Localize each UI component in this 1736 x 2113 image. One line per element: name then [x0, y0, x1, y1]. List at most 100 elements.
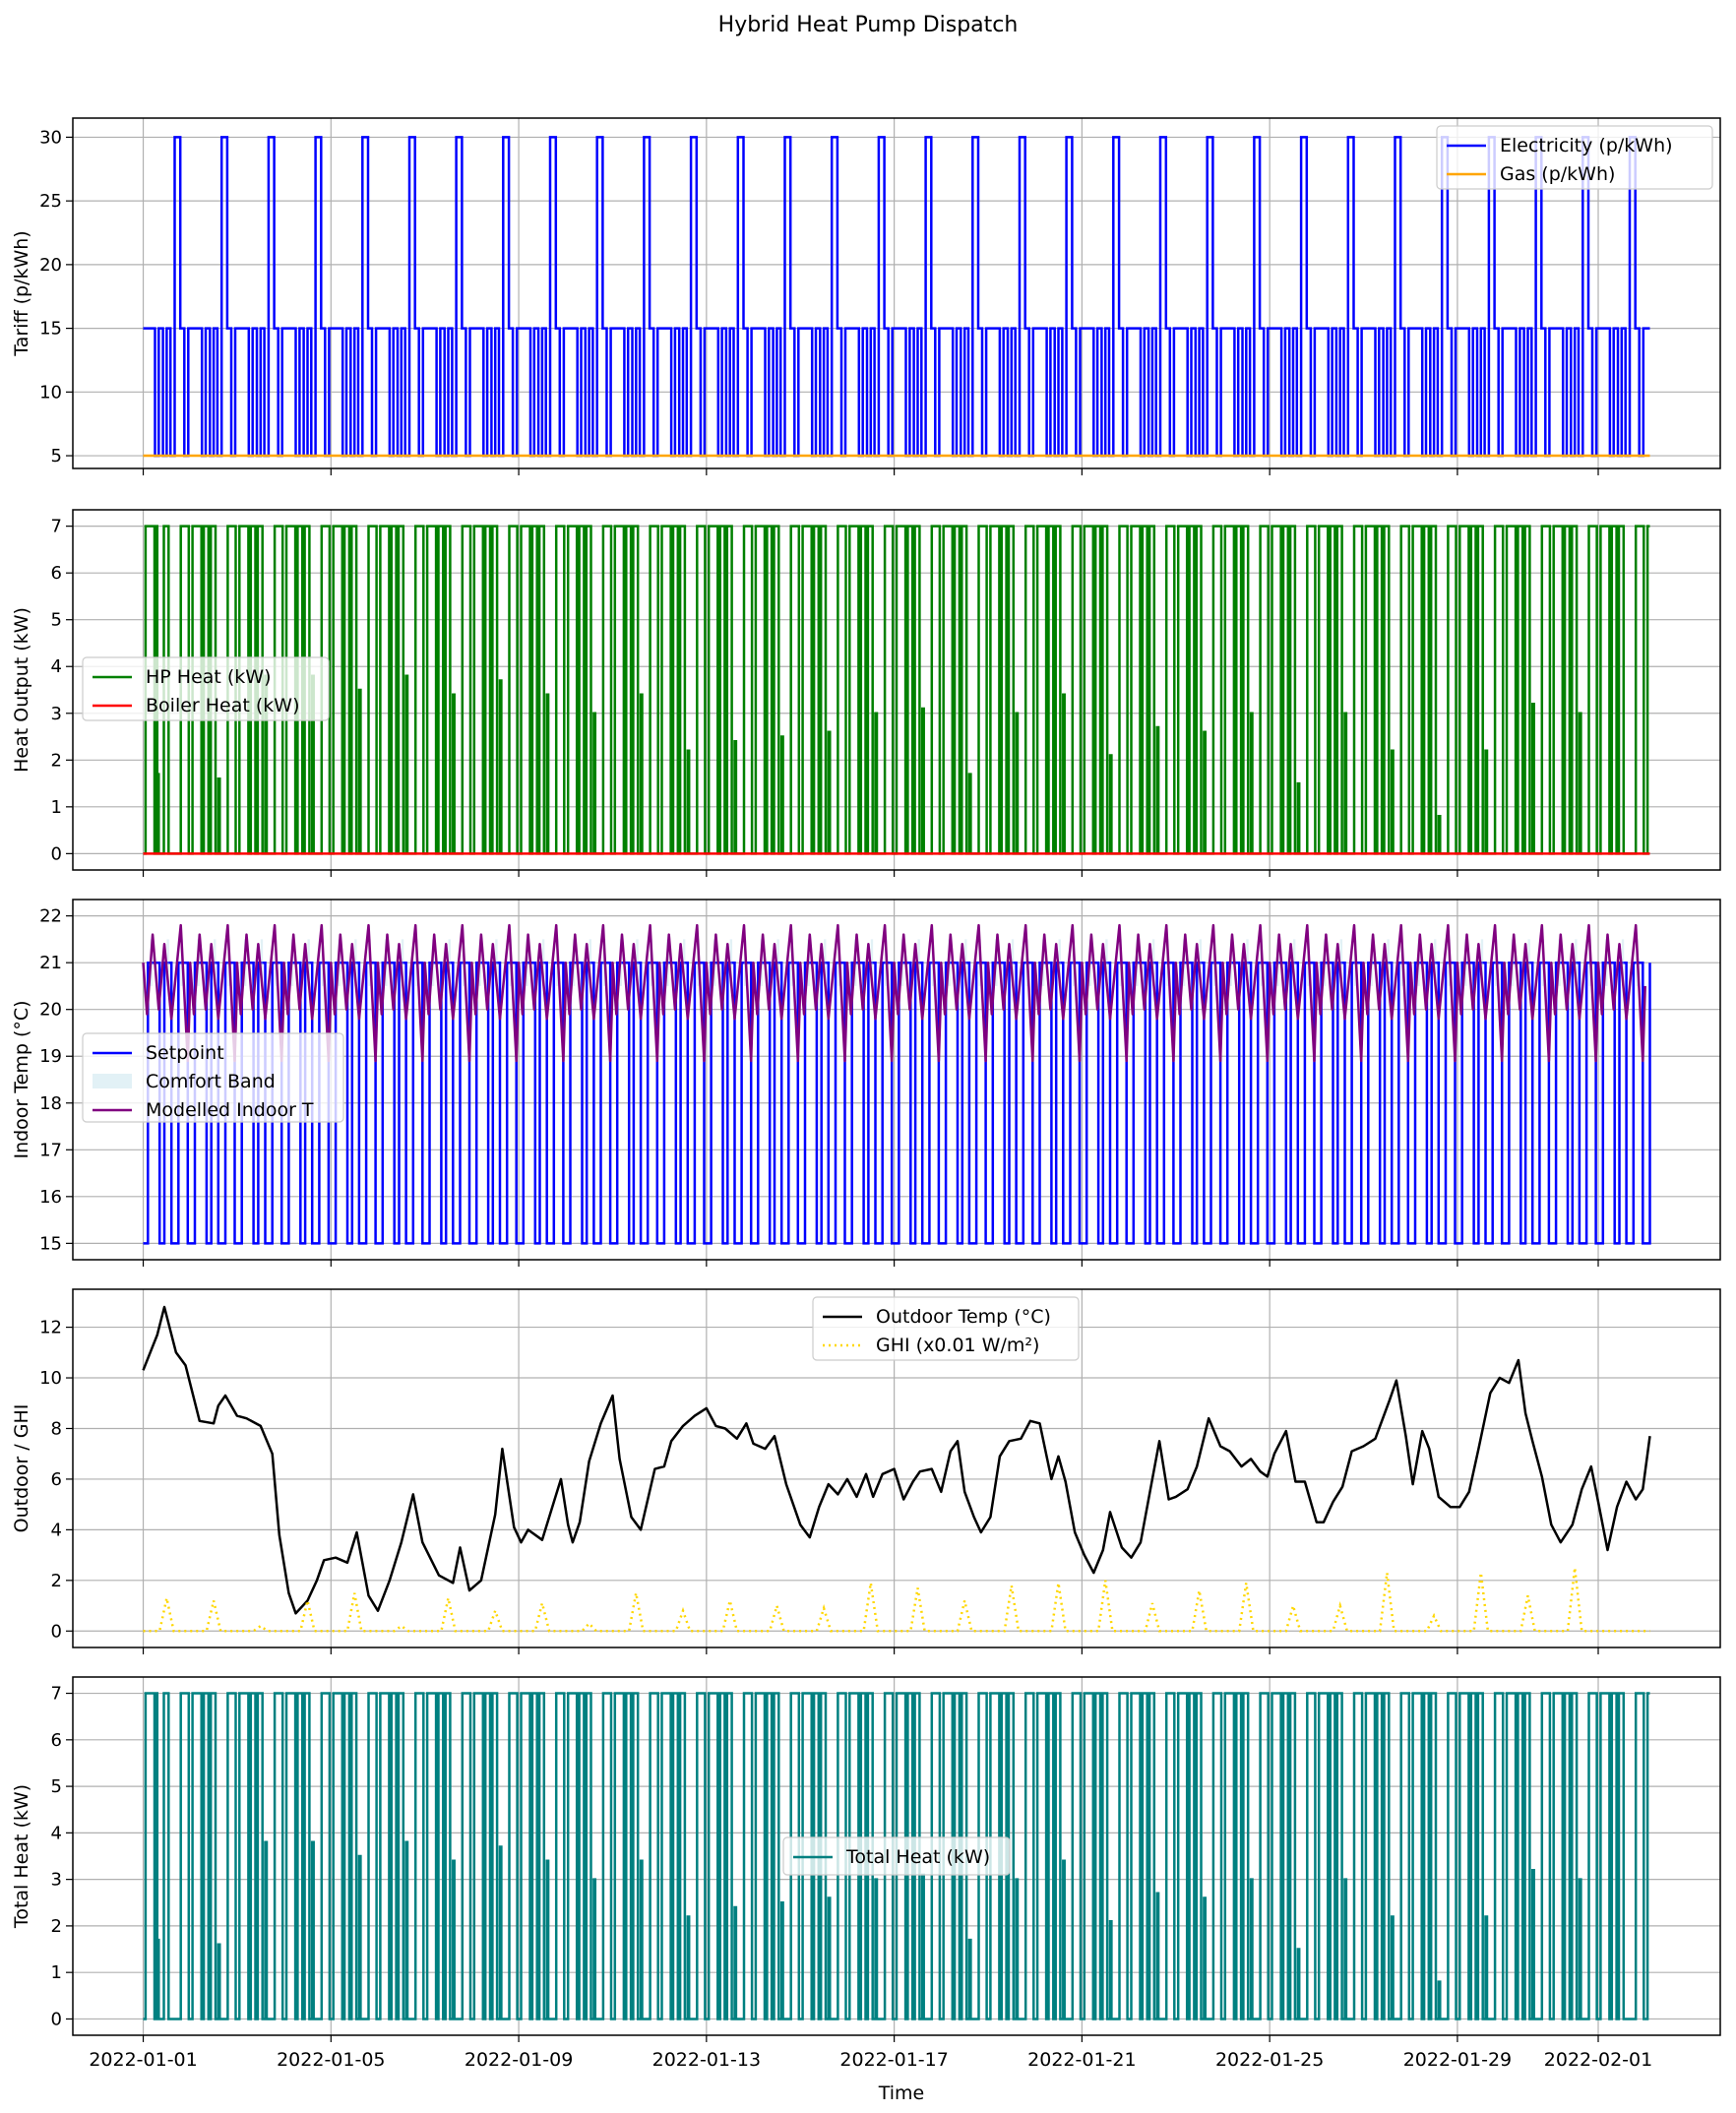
series-ghi-x0-01-w-m [143, 1567, 1650, 1633]
series-comfort-band [1105, 939, 1108, 986]
legend-label: Electricity (p/kWh) [1500, 135, 1673, 156]
y-tick-label: 6 [51, 1730, 62, 1751]
series-comfort-band [1527, 939, 1530, 986]
y-tick-label: 22 [39, 906, 62, 927]
y-tick-label: 4 [51, 656, 62, 677]
legend-box [1436, 125, 1713, 190]
legend-label: Total Heat (kW) [845, 1846, 990, 1868]
legend-label: Comfort Band [146, 1071, 276, 1092]
y-tick-label: 20 [39, 255, 62, 276]
series-comfort-band [166, 939, 169, 986]
axes-frame [72, 899, 1721, 1261]
legend-label: Setpoint [146, 1042, 224, 1064]
y-tick-label: 25 [39, 191, 62, 212]
y-tick-label: 30 [39, 127, 62, 148]
y-tick-label: 0 [51, 2009, 62, 2029]
series-comfort-band [1011, 939, 1015, 986]
axes-frame [72, 117, 1721, 469]
y-tick-label: 3 [51, 1870, 62, 1891]
series-comfort-band [636, 939, 639, 986]
y-tick-label: 6 [51, 563, 62, 584]
series-comfort-band [1199, 939, 1202, 986]
series-comfort-band [1058, 939, 1061, 986]
y-axis-label: Heat Output (kW) [11, 607, 32, 773]
series-comfort-band [354, 939, 357, 986]
plot-area [143, 1692, 1650, 2020]
series-comfort-band [1621, 939, 1625, 986]
y-tick-label: 7 [51, 517, 62, 537]
series-comfort-band [1293, 939, 1296, 986]
y-tick-label: 4 [51, 1520, 62, 1540]
series-electricity-p-kwh [143, 136, 1650, 458]
y-tick-label: 2 [51, 1916, 62, 1937]
x-tick-label: 2022-01-05 [277, 2049, 385, 2071]
series-comfort-band [776, 939, 779, 986]
legend-label: Modelled Indoor T [146, 1099, 314, 1121]
x-tick-label: 2022-01-13 [652, 2049, 761, 2071]
chart-panel-4: 0 2 4 6 8 10 12 Outdoor / GHI Outdoor Temp (°C) G… [11, 1288, 1721, 1654]
y-axis-label: Tariff (p/kWh) [11, 230, 32, 356]
series-comfort-band [541, 939, 545, 986]
series-comfort-band [729, 939, 733, 986]
series-comfort-band [683, 939, 686, 986]
y-tick-label: 18 [39, 1093, 62, 1114]
x-tick-label: 2022-01-01 [89, 2049, 197, 2071]
x-axis-label: Time [878, 2082, 925, 2104]
x-tick-label: 2022-01-29 [1403, 2049, 1512, 2071]
y-tick-label: 1 [51, 797, 62, 818]
y-tick-label: 15 [39, 319, 62, 340]
x-tick-label: 2022-01-21 [1027, 2049, 1136, 2071]
series-comfort-band [214, 939, 217, 986]
series-comfort-band [260, 939, 264, 986]
figure-title: Hybrid Heat Pump Dispatch [718, 13, 1019, 37]
y-axis-label: Total Heat (kW) [11, 1784, 32, 1929]
y-tick-label: 6 [51, 1469, 62, 1490]
legend-box [782, 1836, 1011, 1876]
series-comfort-band [1387, 939, 1390, 986]
series-comfort-band [824, 939, 827, 986]
legend-label: HP Heat (kW) [146, 666, 272, 688]
series-comfort-band [1575, 939, 1578, 986]
y-tick-label: 5 [51, 610, 62, 631]
y-tick-label: 4 [51, 1823, 62, 1843]
y-tick-label: 16 [39, 1187, 62, 1208]
axes-frame [72, 509, 1721, 871]
series-comfort-band [1246, 939, 1249, 986]
legend-label: Boiler Heat (kW) [146, 695, 299, 716]
legend-label: GHI (x0.01 W/m²) [876, 1335, 1039, 1356]
legend-box [812, 1296, 1080, 1361]
series-comfort-band [917, 939, 920, 986]
plot-area [142, 923, 1651, 1245]
y-tick-label: 0 [51, 843, 62, 864]
series-comfort-band [1151, 939, 1155, 986]
series-modelled-indoor-t [142, 923, 1646, 1063]
y-tick-label: 20 [39, 1000, 62, 1021]
y-tick-label: 5 [51, 1776, 62, 1797]
x-tick-label: 2022-01-17 [839, 2049, 948, 2071]
series-comfort-band [589, 939, 591, 986]
plot-area [142, 1305, 1651, 1633]
y-axis-label: Indoor Temp (°C) [11, 1000, 32, 1158]
series-outdoor-temp-c [142, 1305, 1651, 1615]
y-tick-label: 17 [39, 1140, 62, 1160]
x-tick-label: 2022-02-01 [1544, 2049, 1652, 2071]
y-tick-label: 0 [51, 1621, 62, 1642]
chart-panel-1: 5 10 15 20 25 30 Tariff (p/kWh) Electricity (p/… [11, 117, 1721, 475]
plot-area [143, 136, 1650, 458]
y-tick-label: 2 [51, 750, 62, 771]
y-tick-label: 5 [51, 446, 62, 466]
y-tick-label: 21 [39, 953, 62, 973]
y-tick-label: 3 [51, 704, 62, 724]
series-comfort-band [448, 939, 451, 986]
series-comfort-band [495, 939, 498, 986]
chart-panel-2: 0 1 2 3 4 5 6 7 Heat Output (kW) HP Heat (kW) Boil… [11, 509, 1721, 877]
y-tick-label: 10 [39, 1368, 62, 1389]
plot-area [143, 525, 1650, 855]
series-comfort-band [1480, 939, 1484, 986]
legend-box [82, 656, 330, 721]
y-tick-label: 12 [39, 1318, 62, 1338]
chart-panel-5: 0 1 2 3 4 5 6 7 Total Heat (kW) Total Heat (kW) [11, 1676, 1721, 2042]
legend-label: Gas (p/kWh) [1500, 163, 1615, 185]
legend: HP Heat (kW) Boiler Heat (kW) [82, 656, 330, 721]
y-tick-label: 2 [51, 1571, 62, 1591]
